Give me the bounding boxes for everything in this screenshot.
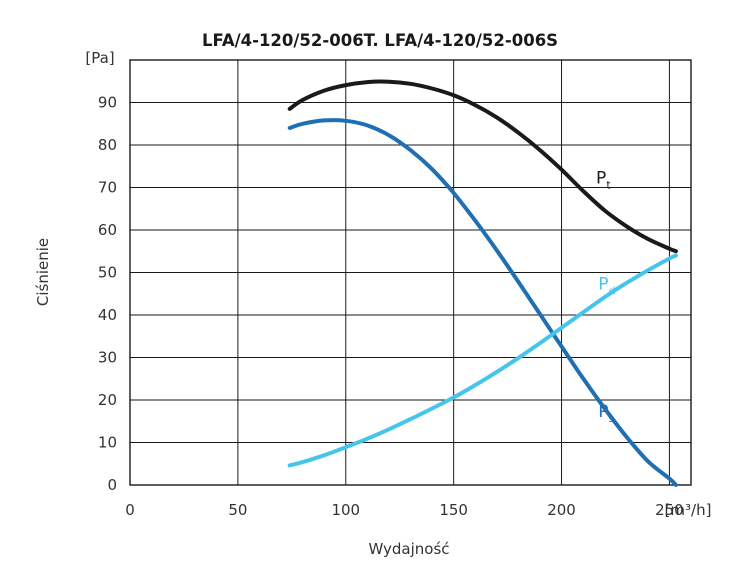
series-line-pd [287, 253, 678, 468]
y-tick-label: 80 [98, 136, 117, 154]
y-axis-title: Ciśnienie [34, 238, 52, 306]
y-unit: [Pa] [85, 49, 114, 67]
y-tick-label: 50 [98, 264, 117, 282]
x-tick-label: 50 [228, 501, 247, 519]
chart-title: LFA/4-120/52-006T. LFA/4-120/52-006S [202, 31, 558, 50]
series-lines [287, 79, 678, 487]
x-axis-title: Wydajność [368, 540, 449, 558]
series-label-pd: Pd [598, 275, 615, 298]
series-labels: Pt Ps Pd [596, 168, 615, 425]
series-line-pt [287, 79, 678, 254]
series-line-ps [287, 118, 678, 487]
x-tick-label: 200 [547, 501, 576, 519]
x-tick-label: 0 [125, 501, 135, 519]
y-tick-label: 40 [98, 306, 117, 324]
y-tick-label: 20 [98, 391, 117, 409]
x-tick-label: 250 [655, 501, 684, 519]
grid [129, 59, 692, 486]
series-label-ps: Ps [598, 402, 614, 425]
y-tick-label: 60 [98, 221, 117, 239]
tick-labels: 0 50 100 150 200 250 0 10 20 30 40 50 60 70 80 90 [98, 94, 684, 520]
y-tick-label: 90 [98, 94, 117, 112]
x-tick-label: 100 [331, 501, 360, 519]
x-tick-label: 150 [439, 501, 468, 519]
x-unit: [m³/h] [665, 501, 712, 519]
y-tick-label: 0 [107, 476, 117, 494]
series-label-pt: Pt [596, 168, 611, 191]
y-tick-label: 70 [98, 179, 117, 197]
y-tick-label: 30 [98, 349, 117, 367]
y-tick-label: 10 [98, 434, 117, 452]
